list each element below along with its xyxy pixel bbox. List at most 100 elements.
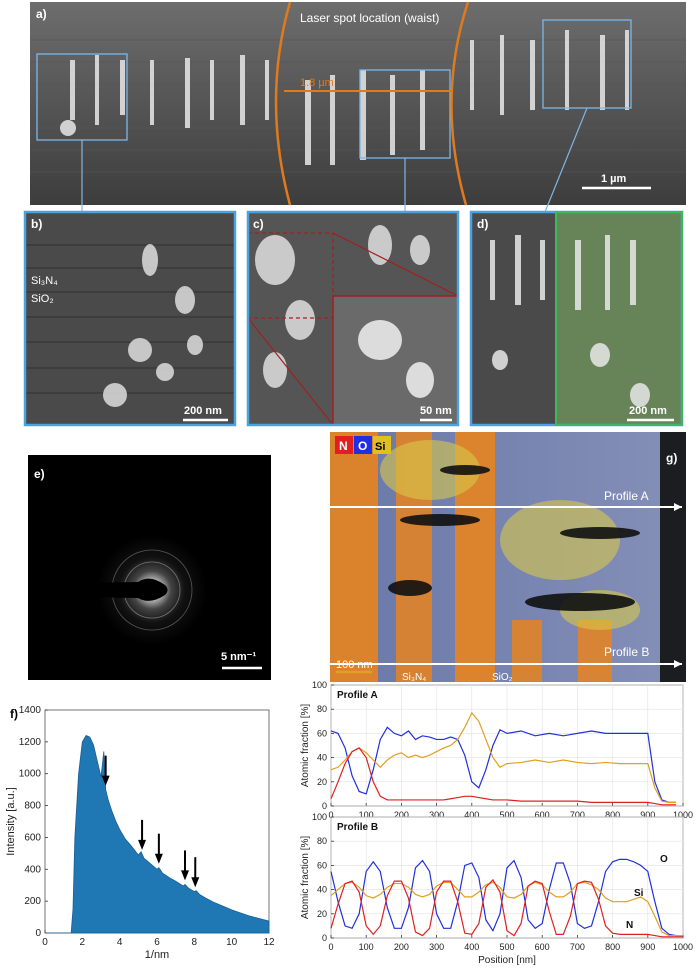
y-tick-label: 60 [317, 728, 327, 738]
beam-stop [28, 578, 168, 601]
x-tick-label: 700 [570, 942, 585, 952]
panel-c-frame [246, 210, 460, 427]
series-line-o [330, 726, 676, 803]
chart-profile-a: 0 100 200 300 400 500 600 700 800 900 100002040608… [300, 680, 693, 820]
y-tick-label: 1000 [19, 769, 42, 780]
y-tick-label: 40 [317, 885, 327, 895]
series-line-si [330, 711, 676, 803]
x-tick-label: 8 [192, 937, 198, 948]
legend-n-label: N [339, 439, 348, 453]
y-tick-label: 40 [317, 753, 327, 763]
legend-o-swatch [354, 436, 372, 454]
zoom-line-bottom [247, 317, 334, 426]
y-tick-label: 600 [24, 832, 41, 843]
y-axis-label: Atomic fraction [%] [300, 836, 311, 920]
x-tick-label: 100 [359, 942, 374, 952]
series-label-o: O [660, 854, 668, 865]
x-tick-label: 2 [80, 937, 86, 948]
panel-a: 1.8 µm Laser spot location (waist) a) 1 … [30, 1, 686, 206]
y-tick-label: 0 [322, 933, 327, 943]
layer-sio2-label: SiO₂ [31, 293, 54, 305]
panel-f-label: f) [10, 707, 18, 721]
profile-title: Profile A [337, 690, 378, 701]
panel-b-image [25, 212, 235, 425]
x-tick-label: 600 [535, 942, 550, 952]
y-tick-label: 800 [24, 801, 41, 812]
peak-arrow [138, 819, 147, 850]
legend-n-swatch [335, 436, 353, 454]
panel-g-label: g) [666, 451, 677, 465]
y-tick-label: 20 [317, 777, 327, 787]
x-tick-label: 6 [154, 937, 160, 948]
series-line-n [330, 747, 676, 806]
peak-arrow [101, 755, 110, 786]
panel-g-si3n4-label: Si₃N₄ [402, 672, 426, 683]
y-tick-label: 20 [317, 909, 327, 919]
panel-a-image [30, 2, 686, 205]
x-tick-label: 300 [429, 810, 444, 820]
inset-connectors [81, 107, 588, 213]
panel-g: N O Si g) Profile A Profile B 100 nm Si₃… [330, 432, 686, 683]
series-label-n: N [626, 920, 633, 931]
chart-profile-b: 0 100 200 300 400 500 600 700 800 900 100002040608… [300, 812, 693, 966]
y-tick-label: 200 [24, 896, 41, 907]
y-tick-label: 100 [312, 680, 327, 690]
panel-e-label: e) [34, 467, 45, 481]
y-tick-label: 100 [312, 812, 327, 822]
x-tick-label: 400 [464, 810, 479, 820]
panel-b-frame [23, 210, 237, 427]
x-tick-label: 500 [499, 810, 514, 820]
profile-b-label: Profile B [604, 645, 649, 659]
panel-b-scale-text: 200 nm [184, 405, 222, 417]
x-tick-label: 0 [328, 942, 333, 952]
y-tick-label: 80 [317, 836, 327, 846]
y-tick-label: 400 [24, 864, 41, 875]
panel-g-scale-text: 100 nm [336, 659, 373, 671]
y-tick-label: 60 [317, 860, 327, 870]
panel-e-scale-text: 5 nm⁻¹ [221, 651, 256, 663]
x-tick-label: 800 [605, 942, 620, 952]
y-tick-label: 0 [322, 801, 327, 811]
x-tick-label: 0 [42, 937, 48, 948]
x-axis-label: 1/nm [145, 949, 169, 961]
peak-arrow [191, 857, 200, 888]
zoom-line-top [332, 232, 459, 297]
waist-left-curve [274, 1, 292, 206]
intensity-area [45, 734, 270, 934]
layer-si3n4-label: Si₃N₄ [31, 275, 58, 287]
series-label-si: Si [634, 888, 644, 899]
chart-f: f) 0 2 4 6 8 10 12 0 200 400 600 800 1000 1200 1400 1/n… [5, 705, 275, 961]
x-tick-label: 200 [394, 810, 409, 820]
x-tick-label: 4 [117, 937, 123, 948]
x-tick-label: 600 [535, 810, 550, 820]
x-tick-label: 500 [499, 942, 514, 952]
x-tick-label: 300 [429, 942, 444, 952]
x-tick-label: 700 [570, 810, 585, 820]
panel-e: e) 5 nm⁻¹ [28, 455, 271, 680]
x-tick-label: 0 [328, 810, 333, 820]
panel-a-label: a) [36, 7, 47, 21]
y-tick-label: 1200 [19, 737, 42, 748]
x-tick-label: 900 [640, 942, 655, 952]
panel-d-scale-text: 200 nm [629, 405, 667, 417]
panel-b-label: b) [31, 217, 42, 231]
peak-arrow [181, 850, 189, 881]
x-tick-label: 1000 [673, 942, 693, 952]
series-line-si [330, 881, 683, 937]
y-tick-label: 1400 [19, 705, 42, 716]
laser-spot-title: Laser spot location (waist) [300, 11, 439, 25]
series-line-o [330, 858, 683, 937]
profile-title: Profile B [337, 822, 378, 833]
y-tick-label: 80 [317, 704, 327, 714]
panel-a-scale-text: 1 µm [601, 173, 627, 185]
x-tick-label: 10 [226, 937, 238, 948]
panel-d-label: d) [477, 217, 488, 231]
y-tick-label: 0 [35, 928, 41, 939]
panel-c-scale-text: 50 nm [420, 405, 452, 417]
panel-c-zoom [333, 296, 458, 425]
peak-arrow [154, 833, 163, 864]
panel-g-sio2-label: SiO₂ [492, 672, 513, 683]
x-tick-label: 12 [263, 937, 275, 948]
x-tick-label: 400 [464, 942, 479, 952]
